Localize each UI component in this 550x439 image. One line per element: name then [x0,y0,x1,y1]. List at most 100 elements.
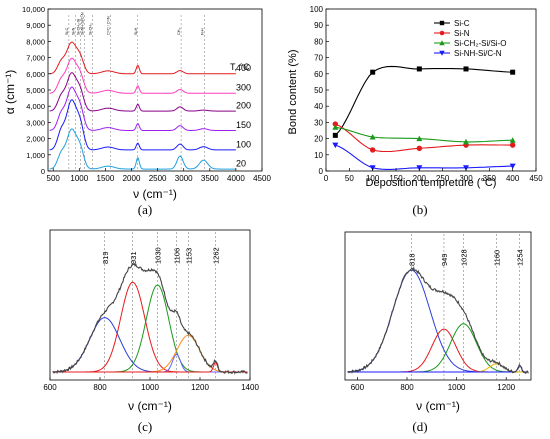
data-point [463,66,469,72]
y-tick-label: 70 [314,54,323,63]
data-point [416,66,422,72]
x-tick-label: 300 [459,174,473,183]
legend-label: Si-NH-Si/C-N [454,49,502,58]
y-tick-label: 6,000 [26,70,45,79]
peak-label: 1106 [173,248,182,264]
y-tick-label: 4,000 [26,102,45,111]
band-label: Si-C [65,27,69,35]
data-point [369,133,376,140]
panel-c: 819 931 1030 1106 1153 1262 600 800 1000 1200 140… [43,229,259,434]
component-peak [347,323,528,373]
y-tick-label: 1,000 [26,151,45,160]
y-tick-label: 9,000 [26,21,45,30]
y-tick-label: 7,000 [26,54,45,63]
series-line [335,126,513,143]
x-tick-label: 4000 [227,174,245,183]
x-tick-label: 500 [47,174,61,183]
band-label: N-H [201,28,205,35]
x-tick-label: 3500 [201,174,219,183]
x-tick-label: 200 [413,174,427,183]
band-label: C=C / C=N [107,16,111,35]
series-label: 150 [236,120,251,130]
peak-label: 818 [407,253,416,266]
panel-caption-a: (a) [138,202,152,217]
x-axis-label-c: ν (cm⁻¹) [128,399,172,413]
data-point [370,69,376,75]
x-tick-label: 1000 [448,383,466,392]
x-tick-label: 3000 [175,174,193,183]
data-point [510,69,516,75]
x-axis-label-b: Deposition tempreture (°C) [366,177,497,189]
x-axis-label-d: ν (cm⁻¹) [416,399,460,413]
series-label: 400 [236,63,251,73]
band-label: CH₂ [177,28,181,35]
series-line [335,144,513,170]
peak-label: 1153 [184,248,193,264]
band-label: Si-NH-Si/C-N [81,12,85,35]
panel-caption-b: (b) [412,202,427,217]
y-tick-label: 30 [314,118,323,127]
x-tick-label: 800 [93,383,107,392]
peak-label: 931 [129,251,138,264]
component-peak [347,269,528,373]
x-tick-label: 4500 [253,174,271,183]
y-tick-label: 3,000 [26,118,45,127]
x-tick-label: 1200 [497,383,515,392]
x-tick-label: 150 [389,174,403,183]
data-point [332,142,339,149]
peak-label: 1254 [516,249,525,266]
x-tick-label: 1400 [241,383,259,392]
data-point [463,138,469,145]
x-tick-label: 1500 [97,174,115,183]
panel-b: 0 50 100 150 200 250 300 350 400 450 0 10 20 30 40 50 6… [287,5,543,217]
x-tick-label: 100 [366,174,380,183]
band-label: Si-CH₂-Si [76,19,80,35]
y-tick-label: 10 [314,151,323,160]
data-point [332,124,339,130]
y-tick-label: 20 [314,135,323,144]
y-tick-label: 2,000 [26,135,45,144]
component-peak [52,284,248,373]
plot-frame-d [344,231,532,381]
peak-label: 1028 [460,249,469,266]
measured-spectrum [347,266,529,374]
y-tick-label: 10,000 [22,5,45,14]
data-point [369,147,376,153]
series-line [49,72,236,112]
series-line [49,41,236,75]
y-axis-label-b: Bond content (%) [287,50,299,135]
y-tick-label: 90 [314,21,323,30]
data-point [509,137,516,143]
peak-label: 1262 [212,247,221,264]
legend-marker [439,20,445,26]
plot-frame-b [325,8,537,172]
panel-d: 818 949 1028 1160 1254 600 800 1000 1200 ν (cm⁻… [344,231,532,434]
series-line [334,65,513,136]
component-peak [52,361,248,373]
x-tick-label: 250 [436,174,450,183]
y-tick-label: 8,000 [26,37,45,46]
peak-label: 819 [101,251,110,264]
legend-marker [439,30,445,36]
legend-label: Si-C [454,19,470,28]
x-tick-label: 2000 [123,174,141,183]
band-label: Si-CH₃ [88,23,92,35]
legend-marker [439,40,445,46]
y-tick-label: 80 [314,37,323,46]
peak-label: 1160 [492,250,501,266]
y-tick-label: 0 [319,167,324,176]
x-axis-label-a: ν (cm⁻¹) [133,187,177,201]
series-label: 300 [236,83,251,93]
x-tick-label: 0 [324,174,329,183]
peak-label: 1030 [154,247,163,264]
x-tick-label: 1000 [141,383,159,392]
series-label: 20 [236,158,246,168]
series-line [335,123,513,153]
x-tick-label: 50 [345,174,354,183]
y-tick-label: 40 [314,102,323,111]
band-label: Si-N [72,27,76,35]
data-point [332,132,338,138]
panel-a: Si-C Si-N Si-CH₂-Si Si-NH-Si/C-N Si-CH₃ C=C /… [3,5,271,217]
y-tick-label: 100 [310,5,324,14]
legend-label: Si-N [454,29,470,38]
